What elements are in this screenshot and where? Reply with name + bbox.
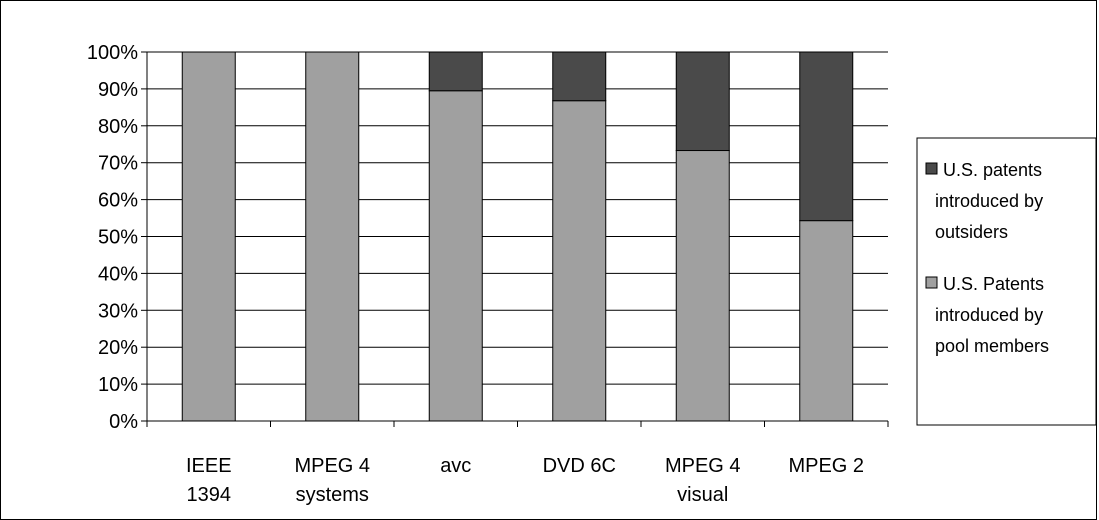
y-tick-labels: 0% 10% 20% 30% 40% 50% 60% 70% 80% 90% 100% bbox=[87, 42, 138, 433]
x-tick-label: MPEG 4 bbox=[294, 455, 370, 477]
y-tick-label: 90% bbox=[98, 79, 138, 101]
bar-segment bbox=[675, 51, 730, 152]
y-tick-label: 0% bbox=[109, 411, 138, 433]
y-tick-label: 80% bbox=[98, 116, 138, 138]
legend-swatch bbox=[925, 276, 938, 289]
y-tick-label: 50% bbox=[98, 227, 138, 249]
x-tick-label: 1394 bbox=[187, 484, 232, 506]
y-tick-label: 30% bbox=[98, 300, 138, 322]
y-tick-label: 100% bbox=[87, 42, 138, 64]
y-tick-label: 70% bbox=[98, 153, 138, 175]
legend-label: U.S. patents bbox=[943, 160, 1042, 180]
legend-swatch bbox=[925, 162, 938, 175]
x-tick-label: MPEG 4 bbox=[665, 455, 741, 477]
x-tick-label: avc bbox=[440, 455, 471, 477]
axes bbox=[141, 51, 889, 427]
legend-label: U.S. Patents bbox=[943, 274, 1044, 294]
bar-segment bbox=[181, 51, 236, 422]
x-tick-labels: IEEE 1394 MPEG 4 systems avc DVD 6C MPEG 4 visu… bbox=[186, 455, 864, 506]
x-tick-label: MPEG 2 bbox=[788, 455, 864, 477]
x-tick-label: DVD 6C bbox=[543, 455, 616, 477]
y-tick-label: 20% bbox=[98, 337, 138, 359]
x-tick-label: systems bbox=[296, 484, 369, 506]
y-tick-label: 60% bbox=[98, 190, 138, 212]
legend: U.S. patents introduced by outsiders U.S. P… bbox=[916, 137, 1097, 426]
x-tick-label: visual bbox=[677, 484, 728, 506]
bar-segment bbox=[552, 51, 607, 102]
legend-label: introduced by bbox=[935, 305, 1043, 325]
bar-segment bbox=[799, 51, 854, 222]
bar-segment bbox=[428, 51, 483, 92]
legend-label: introduced by bbox=[935, 191, 1043, 211]
bar-segment bbox=[552, 100, 607, 422]
gridlines bbox=[147, 51, 888, 385]
legend-label: outsiders bbox=[935, 222, 1008, 242]
bar-segment bbox=[799, 220, 854, 422]
bar-segment bbox=[675, 150, 730, 422]
legend-label: pool members bbox=[935, 336, 1049, 356]
bar-segment bbox=[428, 90, 483, 422]
bar-segment bbox=[305, 51, 360, 422]
legend-box bbox=[916, 137, 1097, 426]
y-tick-label: 10% bbox=[98, 374, 138, 396]
x-tick-label: IEEE bbox=[186, 455, 232, 477]
y-tick-label: 40% bbox=[98, 263, 138, 285]
